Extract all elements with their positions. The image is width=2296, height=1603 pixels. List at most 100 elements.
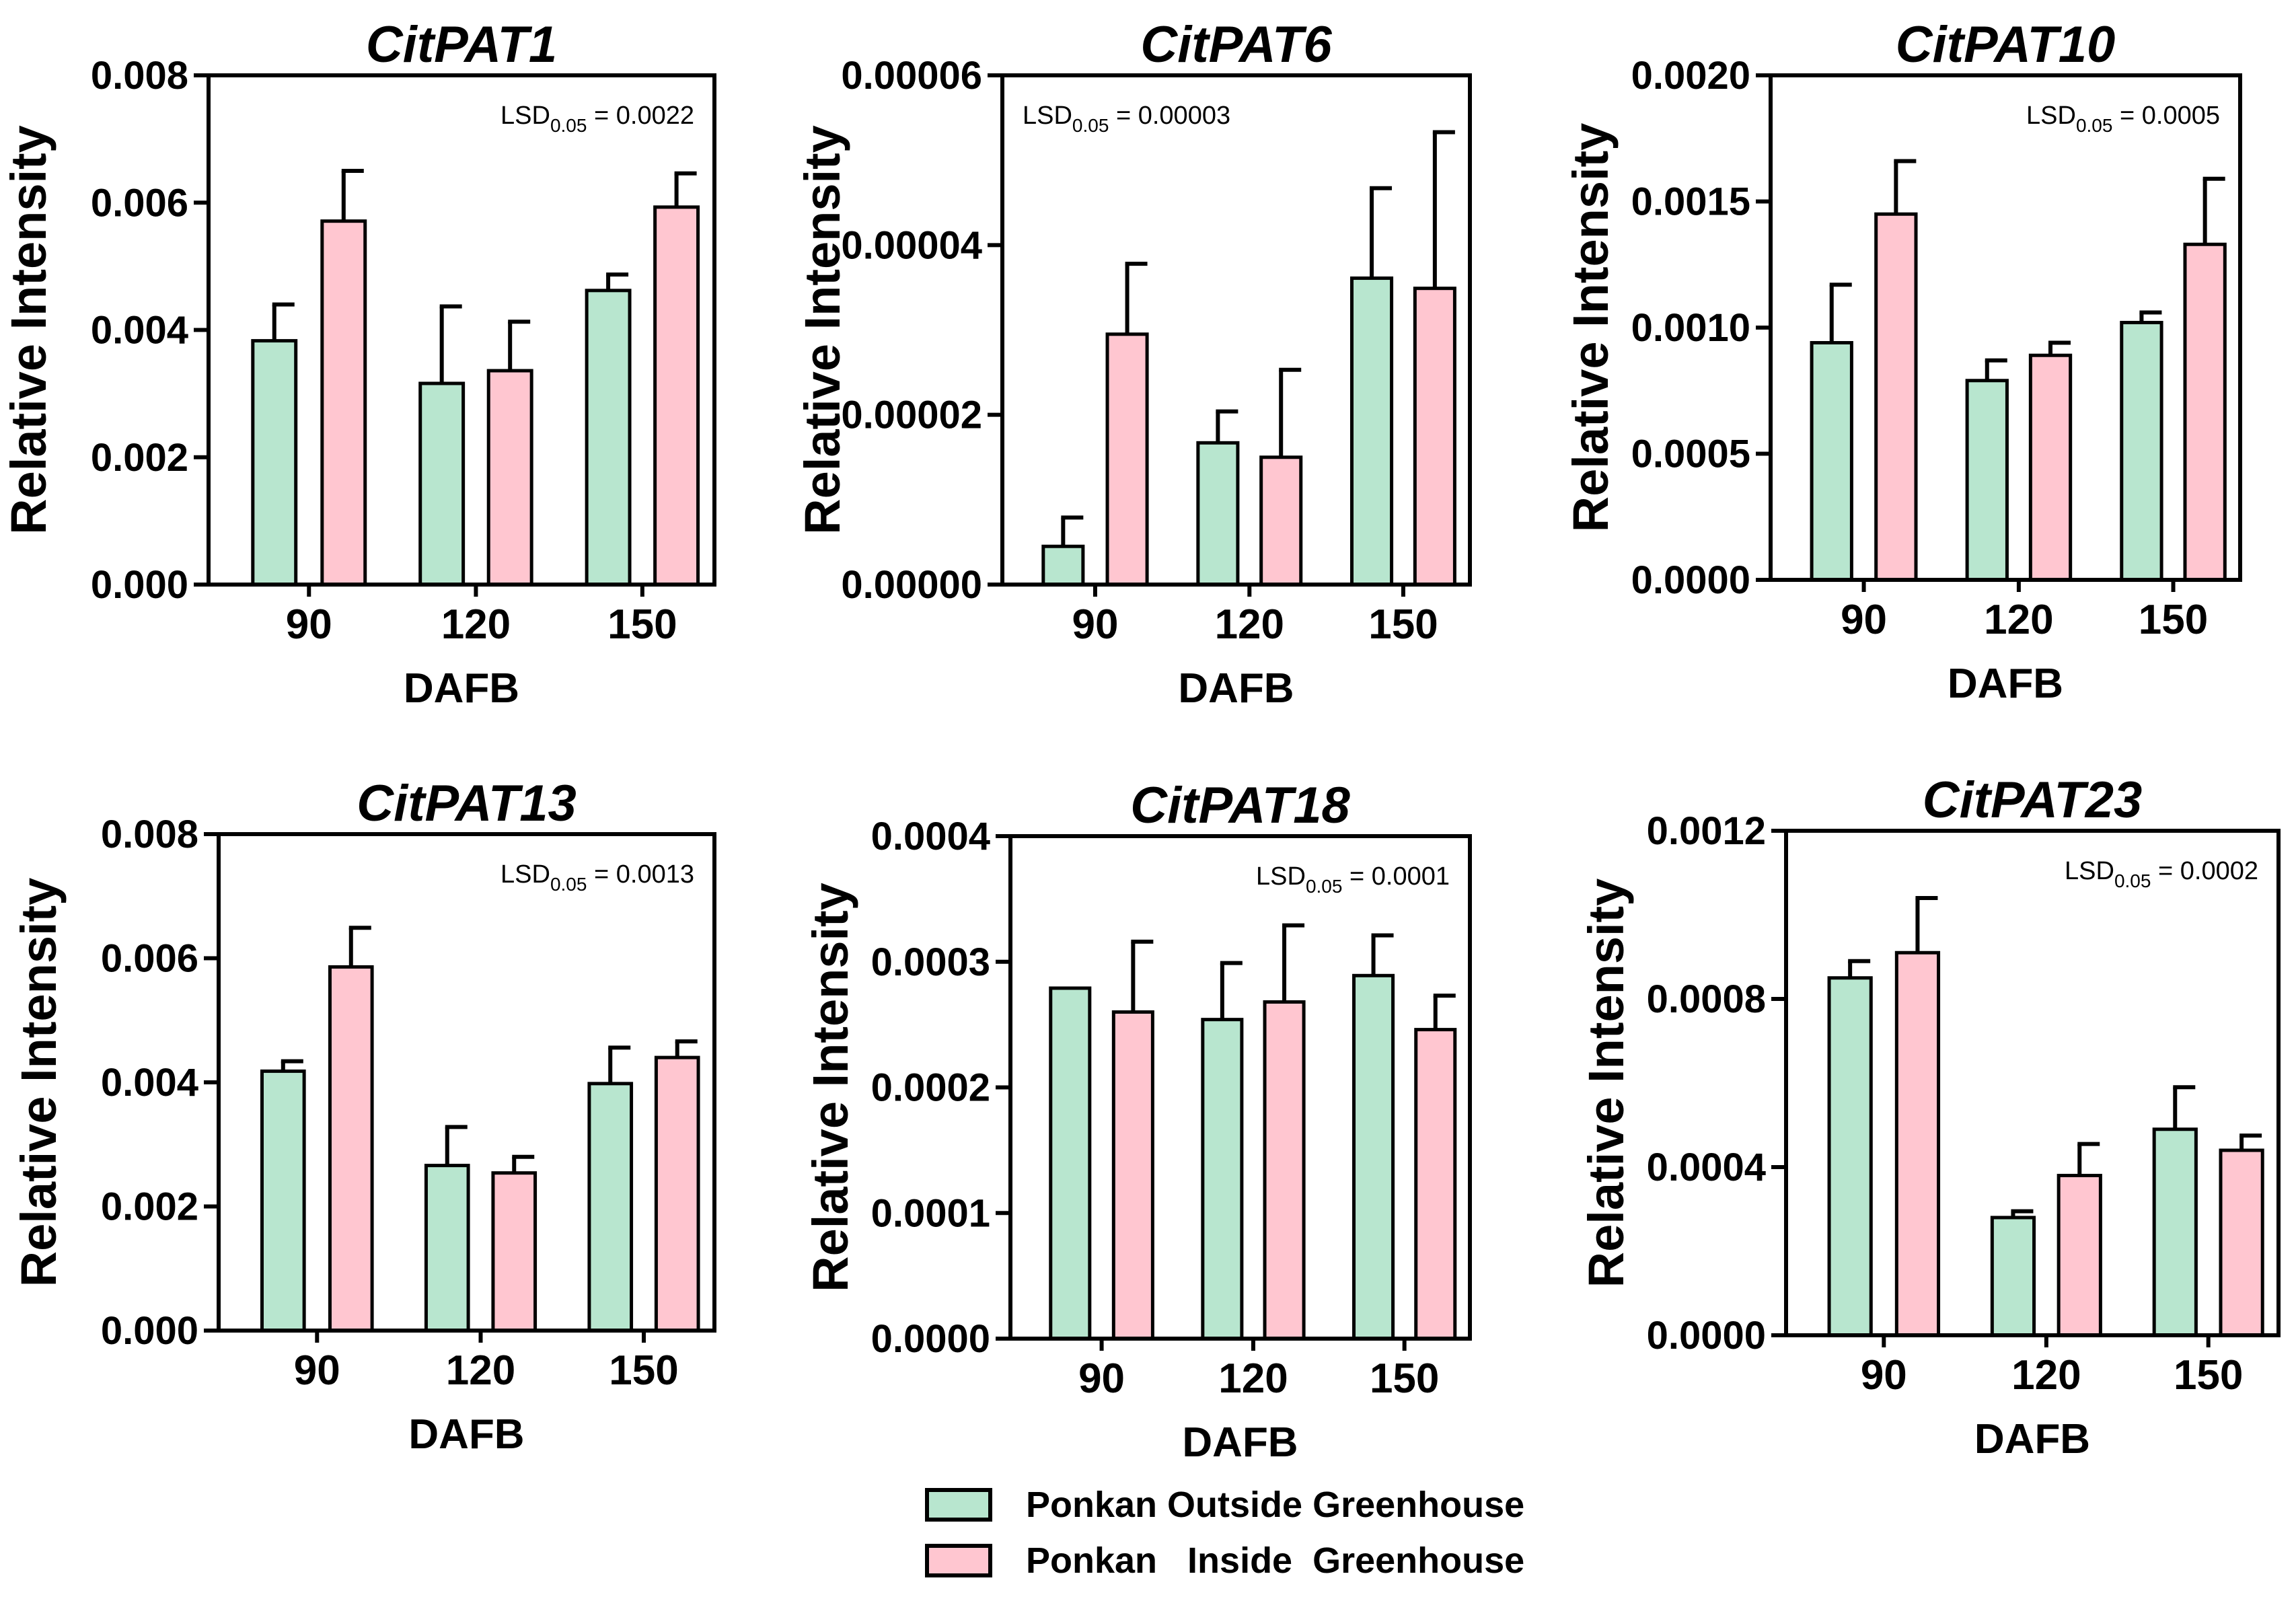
y-tick-label: 0.0000 — [871, 1317, 990, 1361]
plot-frame — [1784, 829, 2281, 1337]
y-tick-label: 0.002 — [101, 1185, 198, 1229]
y-axis-label: Relative Intensity — [11, 878, 67, 1288]
y-tick-label: 0.008 — [101, 813, 198, 856]
bar-inside-90 — [1105, 332, 1149, 587]
lsd-value: = 0.0002 — [2151, 857, 2258, 885]
y-tick-label: 0.0012 — [1647, 809, 1766, 853]
bar-outside-90 — [1049, 986, 1092, 1341]
chart-panel-citpat1: CitPAT1 0.000 0.002 0.004 0.006 0.008 90 120 150… — [1, 16, 716, 712]
lsd-annotation: LSD0.05 = 0.0001 — [1256, 862, 1450, 897]
lsd-prefix: LSD — [1023, 102, 1072, 130]
bar-outside-120 — [1196, 441, 1240, 587]
bar-inside-120 — [1259, 455, 1303, 587]
lsd-value: = 0.00003 — [1109, 102, 1230, 130]
y-tick-label: 0.0015 — [1631, 180, 1750, 224]
x-tick-label: 90 — [1072, 601, 1118, 648]
y-tick-label: 0.0000 — [1647, 1314, 1766, 1357]
bar-outside-150 — [585, 289, 632, 587]
x-tick-label: 120 — [1215, 601, 1284, 648]
x-tick-label: 90 — [1078, 1355, 1125, 1402]
bar-inside-120 — [491, 1171, 538, 1333]
x-tick-label: 90 — [294, 1347, 340, 1394]
y-tick-label: 0.0001 — [871, 1191, 990, 1235]
x-tick-label: 150 — [609, 1347, 678, 1394]
y-tick-label: 0.0004 — [871, 815, 990, 858]
x-tick-label: 90 — [1841, 597, 1887, 643]
bar-outside-90 — [260, 1069, 306, 1333]
lsd-annotation: LSD0.05 = 0.0022 — [501, 102, 694, 136]
bar-inside-120 — [2057, 1174, 2102, 1337]
bar-outside-90 — [1827, 976, 1873, 1337]
bar-inside-150 — [654, 1055, 700, 1333]
x-tick-label: 120 — [441, 601, 511, 648]
chart-panel-citpat13: CitPAT13 0.000 0.002 0.004 0.006 0.008 90 120 15… — [11, 775, 716, 1458]
lsd-subscript: 0.05 — [2076, 115, 2113, 136]
lsd-subscript: 0.05 — [1306, 876, 1343, 897]
bar-inside-90 — [1874, 212, 1918, 582]
lsd-subscript: 0.05 — [2114, 870, 2151, 891]
lsd-prefix: LSD — [1256, 862, 1306, 891]
bar-outside-120 — [1201, 1018, 1244, 1341]
bar-inside-150 — [653, 205, 700, 587]
y-tick-label: 0.0000 — [1631, 558, 1750, 602]
y-axis-label: Relative Intensity — [794, 125, 850, 535]
y-tick-label: 0.006 — [101, 937, 198, 981]
bar-outside-150 — [2120, 321, 2163, 582]
y-tick-label: 0.0005 — [1631, 433, 1750, 476]
y-axis-label: Relative Intensity — [1, 125, 57, 535]
legend-swatch-outside — [925, 1488, 992, 1522]
bar-inside-150 — [1414, 1028, 1457, 1341]
y-tick-label: 0.000 — [101, 1309, 198, 1353]
x-tick-label: 150 — [1368, 601, 1438, 648]
chart-title: CitPAT6 — [1140, 16, 1332, 73]
bar-outside-150 — [1352, 973, 1395, 1341]
chart-panel-citpat6: CitPAT6 0.00000 0.00002 0.00004 0.00006 90 120… — [794, 16, 1472, 712]
chart-title: CitPAT1 — [366, 16, 557, 73]
legend: Ponkan Outside Greenhouse Ponkan Inside G… — [925, 1485, 1524, 1581]
lsd-prefix: LSD — [2065, 857, 2114, 885]
chart-title: CitPAT18 — [1130, 777, 1350, 834]
lsd-annotation: LSD0.05 = 0.00003 — [1023, 102, 1230, 136]
y-tick-label: 0.0003 — [871, 940, 990, 984]
lsd-prefix: LSD — [2026, 102, 2076, 130]
x-tick-label: 120 — [2011, 1352, 2081, 1399]
lsd-value: = 0.0005 — [2112, 102, 2220, 130]
y-tick-label: 0.00000 — [841, 563, 982, 607]
y-tick-label: 0.000 — [91, 563, 188, 607]
y-tick-label: 0.0004 — [1647, 1146, 1766, 1189]
lsd-value: = 0.0001 — [1342, 862, 1450, 891]
bar-outside-120 — [1965, 379, 2009, 582]
chart-panels: CitPAT1 0.000 0.002 0.004 0.006 0.008 90 120 150… — [1, 16, 2281, 1466]
lsd-annotation: LSD0.05 = 0.0002 — [2065, 857, 2258, 891]
bar-outside-90 — [1810, 341, 1853, 582]
lsd-annotation: LSD0.05 = 0.0005 — [2026, 102, 2220, 136]
y-axis-label: Relative Intensity — [803, 883, 858, 1292]
chart-title: CitPAT13 — [357, 775, 577, 832]
bar-inside-90 — [320, 219, 367, 587]
y-tick-label: 0.0002 — [871, 1066, 990, 1110]
x-tick-label: 120 — [1218, 1355, 1288, 1402]
x-axis-label: DAFB — [1182, 1419, 1298, 1466]
x-tick-label: 90 — [286, 601, 332, 648]
chart-title: CitPAT23 — [1923, 772, 2143, 829]
bar-inside-150 — [1413, 287, 1456, 587]
lsd-annotation: LSD0.05 = 0.0013 — [501, 860, 694, 895]
x-axis-label: DAFB — [408, 1411, 524, 1458]
y-tick-label: 0.00006 — [841, 54, 982, 98]
x-tick-label: 120 — [1984, 597, 2053, 643]
x-axis-label: DAFB — [1948, 661, 2063, 707]
bar-outside-90 — [251, 339, 298, 587]
y-tick-label: 0.004 — [91, 309, 188, 352]
lsd-subscript: 0.05 — [550, 115, 587, 136]
lsd-value: = 0.0013 — [587, 860, 694, 889]
bar-inside-120 — [1263, 1000, 1306, 1341]
y-tick-label: 0.0020 — [1631, 54, 1750, 98]
x-axis-label: DAFB — [1178, 665, 1294, 712]
chart-title: CitPAT10 — [1896, 16, 2116, 73]
bar-outside-90 — [1041, 544, 1085, 587]
bar-outside-150 — [587, 1082, 634, 1333]
lsd-subscript: 0.05 — [1072, 115, 1109, 136]
lsd-subscript: 0.05 — [550, 874, 587, 895]
y-tick-label: 0.00004 — [841, 223, 982, 267]
x-tick-label: 90 — [1861, 1352, 1907, 1399]
